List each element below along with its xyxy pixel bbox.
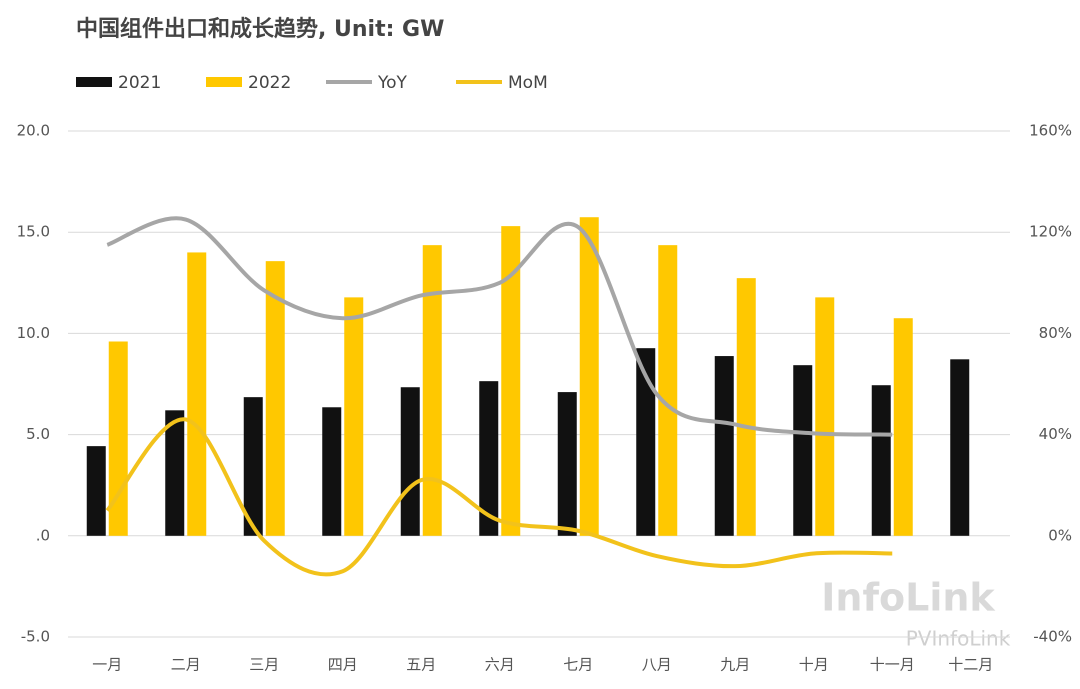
bar [344,297,364,536]
x-tick-label: 八月 [642,656,672,674]
x-tick-label: 一月 [92,656,122,674]
y2-tick-label: 120% [1029,223,1072,241]
bar [950,359,970,536]
bar [736,278,756,536]
y2-tick-label: 0% [1048,526,1072,544]
x-tick-label: 十二月 [948,656,993,674]
y-tick-label: 15.0 [17,223,50,241]
y-tick-label: -5.0 [21,628,50,646]
bar [165,410,185,536]
bar [243,397,263,536]
y-tick-label: 20.0 [17,122,50,140]
bar [86,446,106,536]
y-tick-label: .0 [36,526,50,544]
bar [893,318,913,536]
watermark: InfoLink [821,576,995,620]
x-tick-label: 四月 [328,656,358,674]
legend-label: 2022 [248,73,291,93]
x-tick-label: 三月 [249,656,279,674]
bar [400,387,420,536]
bar [557,392,577,536]
bar [187,252,207,536]
y2-tick-label: -40% [1033,628,1072,646]
bar [265,261,285,536]
x-tick-label: 六月 [485,656,515,674]
line [105,417,893,577]
bar [579,217,599,536]
y-tick-label: 10.0 [17,324,50,342]
legend-swatch [206,77,242,87]
watermark-account: PVInfoLink [906,627,1011,651]
bar [501,226,521,536]
legend-label: 2021 [118,73,161,93]
bar [636,348,656,536]
bar [871,385,891,536]
bar [714,356,734,536]
bar [815,297,835,536]
x-tick-label: 七月 [563,656,593,674]
legend-swatch [76,77,112,87]
bar [322,407,342,536]
bar [658,245,678,536]
bar [793,365,813,536]
y2-tick-label: 40% [1039,425,1072,443]
bar [422,245,442,536]
x-tick-label: 二月 [171,656,201,674]
x-tick-label: 九月 [720,656,750,674]
x-tick-label: 十月 [799,656,829,674]
line [106,216,893,437]
chart-title: 中国组件出口和成长趋势, Unit: GW [76,16,444,42]
x-tick-label: 五月 [406,656,436,674]
x-tick-label: 十一月 [870,656,915,674]
y2-tick-label: 160% [1029,122,1072,140]
y2-tick-label: 80% [1039,324,1072,342]
legend-label: YoY [377,73,408,93]
bar [479,381,499,536]
y-tick-label: 5.0 [26,425,50,443]
legend-label: MoM [508,73,548,93]
